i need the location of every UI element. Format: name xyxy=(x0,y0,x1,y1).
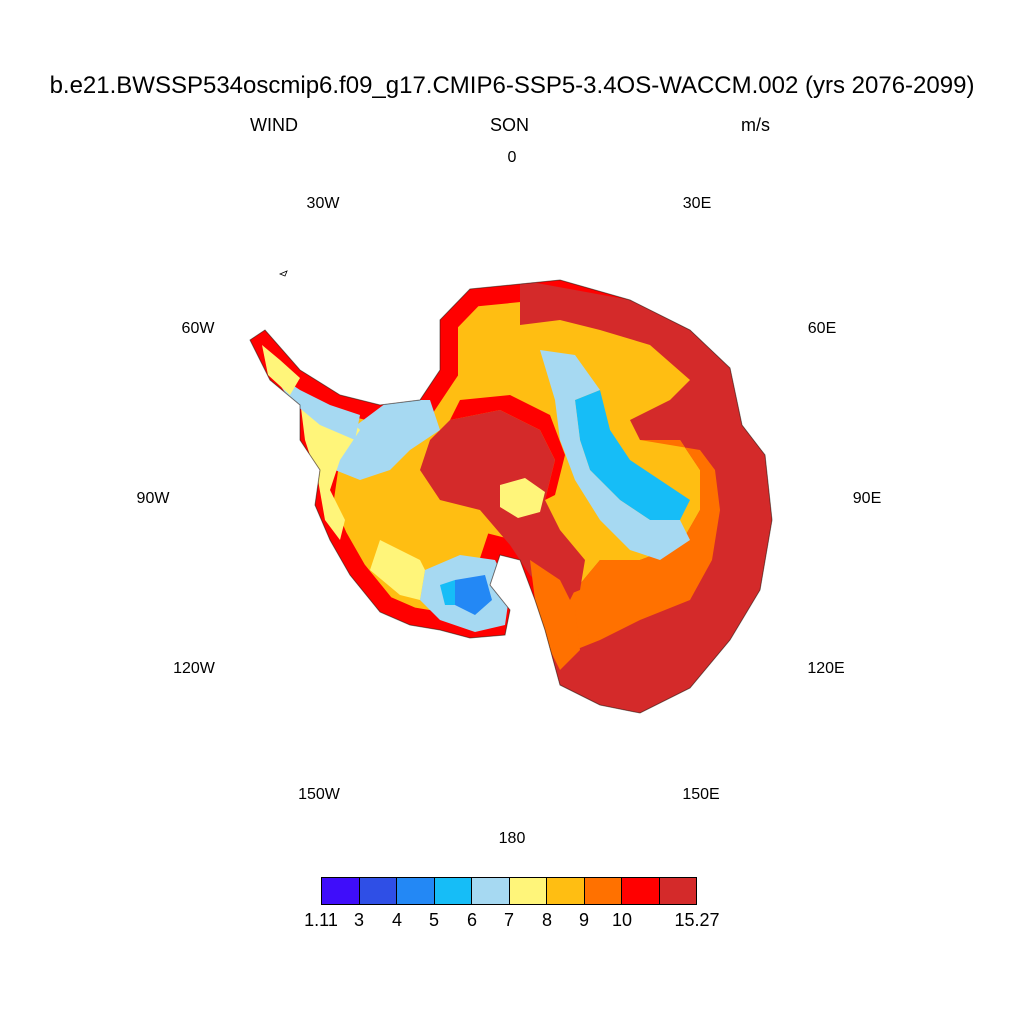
south-shetland-outline xyxy=(278,270,288,277)
lon-label-30e: 30E xyxy=(682,195,712,212)
colorbar-box-5 xyxy=(472,878,510,904)
colorbar-label-5: 6 xyxy=(466,910,478,930)
ross-blue xyxy=(455,575,492,615)
colorbar-label-3: 4 xyxy=(391,910,403,930)
colorbar-label-9: 10 xyxy=(611,910,633,930)
south-yellow-arc xyxy=(370,540,425,600)
colorbar-box-9 xyxy=(622,878,660,904)
colorbar-label-10: 15.27 xyxy=(674,910,720,930)
colorbar-label-4: 5 xyxy=(428,910,440,930)
colorbar-box-3 xyxy=(397,878,435,904)
west-lightblue xyxy=(335,400,440,480)
colorbar xyxy=(321,877,697,905)
lon-label-60e: 60E xyxy=(807,320,837,337)
pole-light-yellow xyxy=(500,478,545,518)
lon-label-90e: 90E xyxy=(852,490,882,507)
colorbar-box-7 xyxy=(547,878,585,904)
lon-label-0: 0 xyxy=(507,149,517,166)
ross-cyan xyxy=(440,580,455,605)
colorbar-label-6: 7 xyxy=(503,910,515,930)
lon-label-90w: 90W xyxy=(136,490,170,507)
colorbar-box-8 xyxy=(584,878,622,904)
variable-label: WIND xyxy=(250,115,298,135)
colorbar-box-4 xyxy=(434,878,472,904)
peninsula-yellow xyxy=(262,345,300,395)
colorbar-box-6 xyxy=(509,878,547,904)
colorbar-label-1: 1.11 xyxy=(304,910,338,930)
colorbar-box-2 xyxy=(359,878,397,904)
colorbar-label-8: 9 xyxy=(578,910,590,930)
lon-label-30w: 30W xyxy=(306,195,340,212)
south-orange-arc xyxy=(530,560,580,670)
plot-title: b.e21.BWSSP534oscmip6.f09_g17.CMIP6-SSP5… xyxy=(49,72,975,99)
east-orange-band xyxy=(560,440,720,650)
east-cyan-band xyxy=(575,390,690,520)
lon-label-150e: 150E xyxy=(682,786,720,803)
colorbar-box-10 xyxy=(659,878,696,904)
colorbar-box-1 xyxy=(322,878,360,904)
colorbar-label-7: 8 xyxy=(541,910,553,930)
lon-label-60w: 60W xyxy=(181,320,215,337)
center-red-rim xyxy=(450,395,565,500)
lon-label-150w: 150W xyxy=(298,786,340,803)
lon-label-120e: 120E xyxy=(807,660,845,677)
units-label: m/s xyxy=(741,115,770,135)
east-lightblue-band xyxy=(540,350,690,560)
colorbar-label-2: 3 xyxy=(353,910,365,930)
lon-label-120w: 120W xyxy=(173,660,215,677)
coastline xyxy=(249,279,773,714)
wind-field xyxy=(250,280,772,713)
season-label: SON xyxy=(490,115,530,135)
lon-label-180: 180 xyxy=(498,830,526,847)
